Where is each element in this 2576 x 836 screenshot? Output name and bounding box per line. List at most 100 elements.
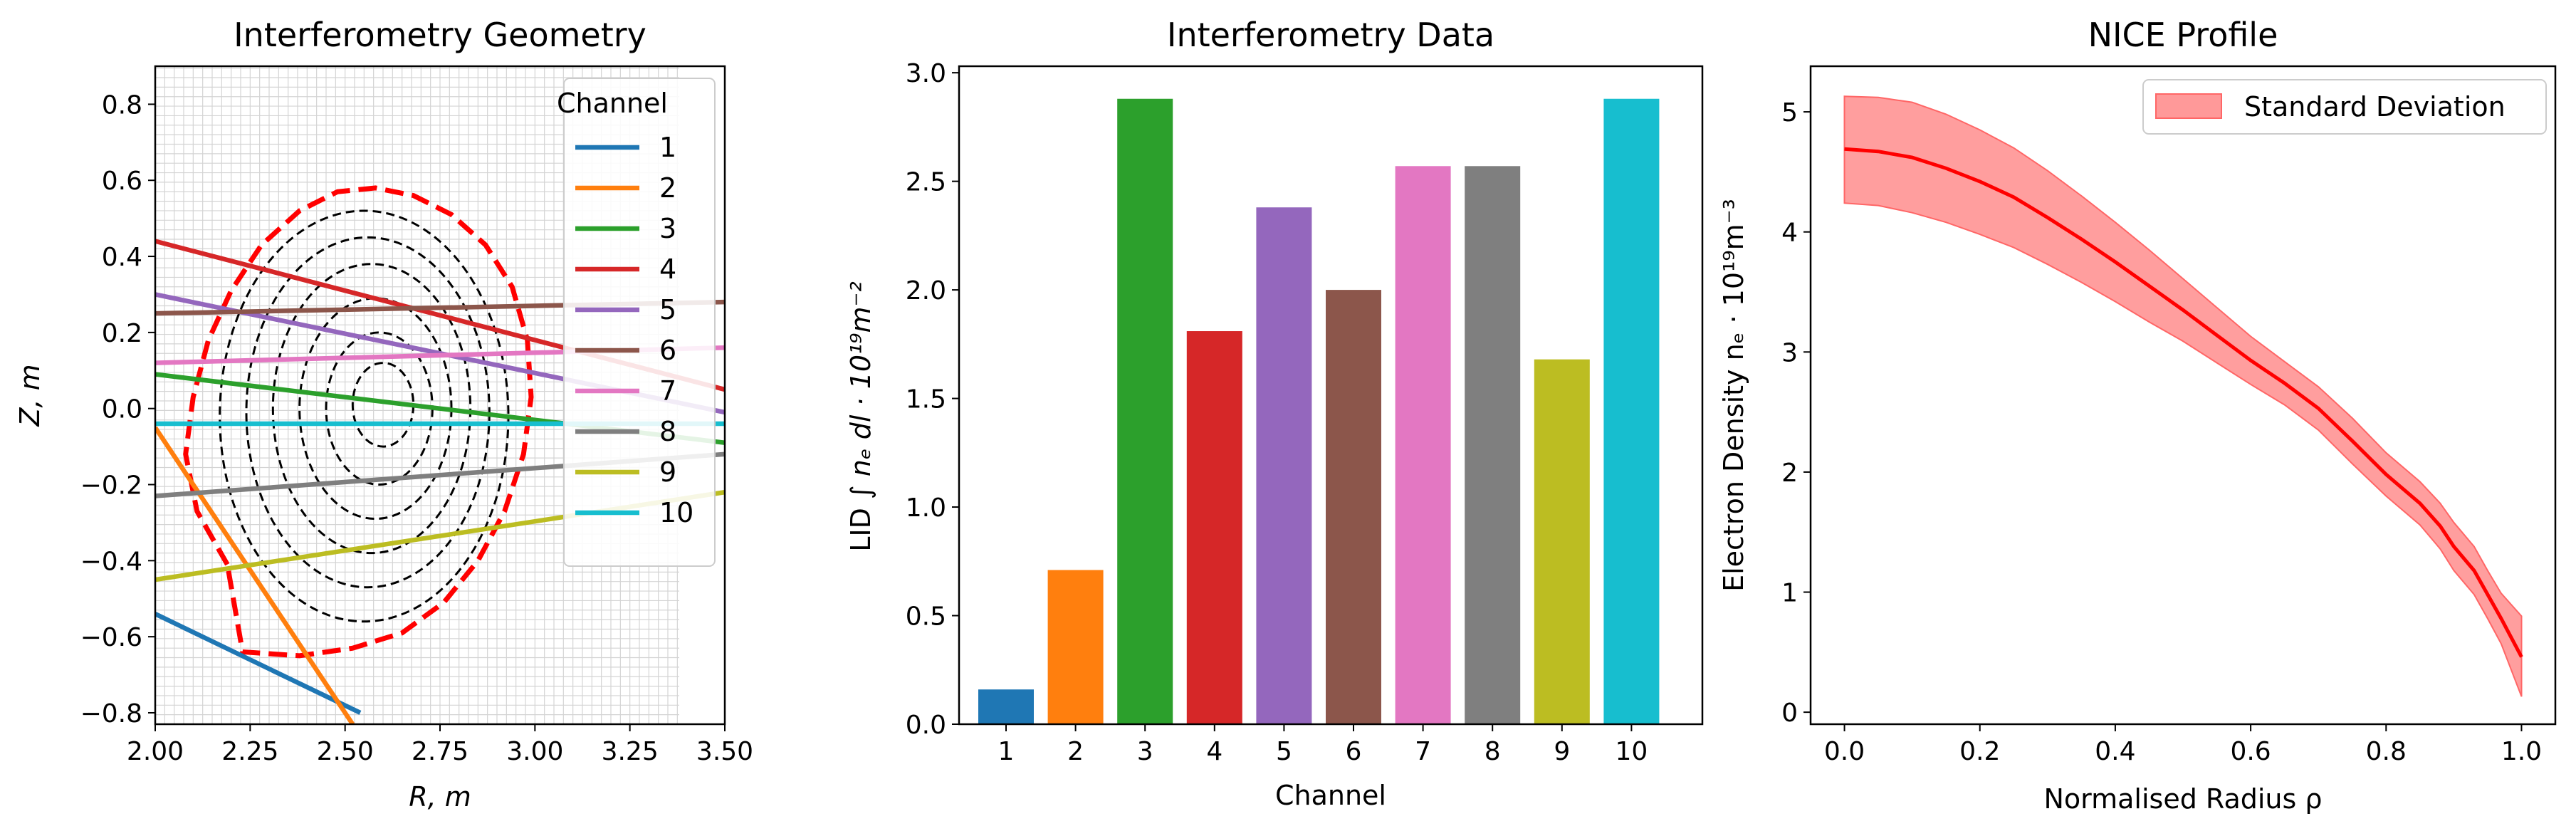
geometry-x-tick-label: 2.25 xyxy=(221,737,278,766)
geometry-y-ticks: −0.8 −0.6 −0.4 −0.2 0.0 0.2 0.4 0.6 0.8 xyxy=(80,90,155,728)
bar-channel-8 xyxy=(1465,166,1521,724)
geometry-x-tick-label: 2.75 xyxy=(412,737,468,766)
data-x-tick-label: 4 xyxy=(1206,737,1222,766)
bar-channel-4 xyxy=(1186,331,1242,724)
profile-y-tick-label: 0 xyxy=(1781,699,1798,728)
data-title: Interferometry Data xyxy=(1167,16,1494,54)
geometry-y-tick-label: −0.4 xyxy=(80,547,142,576)
legend-label-5: 5 xyxy=(659,294,676,325)
bar-channel-9 xyxy=(1534,359,1590,724)
profile-legend-swatch xyxy=(2155,93,2222,119)
data-axes-frame xyxy=(958,65,1704,726)
legend-label-6: 6 xyxy=(659,335,676,366)
profile-x-tick-label: 0.0 xyxy=(1824,737,1865,766)
geometry-x-tick-label: 2.00 xyxy=(127,737,184,766)
profile-y-label: Electron Density nₑ · 10¹⁹m⁻³ xyxy=(1718,199,1749,592)
std-band xyxy=(1843,95,2523,697)
profile-axes-frame xyxy=(1809,65,2557,726)
geometry-panel: 2.00 2.25 2.50 2.75 3.00 3.25 3.50 −0.8−0.6−0.… xyxy=(14,16,753,813)
geometry-x-ticks: 2.00 2.25 2.50 2.75 3.00 3.25 3.50 xyxy=(127,724,753,766)
bar-channel-7 xyxy=(1395,166,1451,724)
profile-x-tick-label: 1.0 xyxy=(2501,737,2542,766)
data-y-tick-label: 1.0 xyxy=(906,493,946,523)
data-x-tick-label: 3 xyxy=(1137,737,1153,766)
geometry-legend-box xyxy=(563,78,716,567)
geometry-y-tick-label: −0.8 xyxy=(80,699,142,728)
legend-label-3: 3 xyxy=(659,213,676,244)
mean-profile-line xyxy=(1844,147,2523,658)
profile-y-tick-label: 1 xyxy=(1781,579,1798,608)
profile-x-tick-label: 0.4 xyxy=(2095,737,2135,766)
geometry-legend-items: 1 2 3 4 5 6 7 8 9 10 xyxy=(575,132,693,528)
data-x-label: Channel xyxy=(1275,780,1386,811)
data-y-tick-label: 2.5 xyxy=(906,168,946,197)
profile-y-tick-label: 2 xyxy=(1781,459,1798,488)
profile-x-label: Normalised Radius ρ xyxy=(2043,783,2322,815)
legend-label-10: 10 xyxy=(659,497,693,528)
profile-legend-box xyxy=(2142,79,2547,135)
profile-title: NICE Profile xyxy=(2088,16,2278,54)
data-x-tick-label: 9 xyxy=(1554,737,1570,766)
legend-label-4: 4 xyxy=(659,254,676,285)
bar-channel-2 xyxy=(1047,570,1104,724)
data-x-tick-label: 5 xyxy=(1276,737,1292,766)
data-y-ticks: 0.0 0.5 1.0 1.5 2.0 2.5 3.0 xyxy=(906,59,959,740)
geometry-y-tick-label: 0.4 xyxy=(102,243,142,272)
legend-label-1: 1 xyxy=(659,132,676,163)
data-y-label-text: LID xyxy=(845,508,876,552)
profile-x-ticks: 0.0 0.2 0.4 0.6 0.8 1.0 xyxy=(1824,724,2542,766)
geometry-x-tick-label: 3.00 xyxy=(506,737,563,766)
profile-x-tick-label: 0.8 xyxy=(2366,737,2407,766)
separatrix-boundary xyxy=(183,185,534,659)
data-y-label-math: ∫ nₑ dl · 10¹⁹m⁻² xyxy=(845,281,876,499)
geometry-x-tick-label: 3.25 xyxy=(602,737,659,766)
bar-channel-1 xyxy=(978,689,1034,724)
geometry-x-label: R, m xyxy=(409,781,471,813)
chord-line-2 xyxy=(155,426,355,724)
geometry-title: Interferometry Geometry xyxy=(234,16,646,54)
geometry-legend: Channel 1 2 3 4 5 6 7 8 9 10 xyxy=(557,78,716,567)
data-panel: 1 2 3 4 5 6 7 8 9 10 0.0 0.5 1.0 1.5 2.0 2.5 3.0 Interf… xyxy=(845,16,1704,811)
profile-y-ticks: 0 1 2 3 4 5 xyxy=(1781,98,1811,728)
profile-legend: Standard Deviation xyxy=(2142,79,2547,135)
legend-label-7: 7 xyxy=(659,375,676,407)
geometry-y-tick-label: 0.2 xyxy=(102,319,142,348)
legend-label-9: 9 xyxy=(659,456,676,488)
geometry-grid xyxy=(155,66,679,724)
legend-label-2: 2 xyxy=(659,172,676,204)
data-x-tick-label: 6 xyxy=(1346,737,1362,766)
chord-line-1 xyxy=(155,612,362,715)
profile-y-tick-label: 4 xyxy=(1781,219,1798,248)
profile-x-tick-label: 0.6 xyxy=(2230,737,2271,766)
geometry-y-tick-label: −0.2 xyxy=(80,471,142,501)
legend-label-8: 8 xyxy=(659,416,676,447)
geometry-y-tick-label: 0.6 xyxy=(102,167,142,196)
geometry-y-tick-label: 0.0 xyxy=(102,395,142,424)
geometry-y-tick-label: 0.8 xyxy=(102,90,142,120)
data-x-ticks: 1 2 3 4 5 6 7 8 9 10 xyxy=(998,724,1648,766)
profile-x-tick-label: 0.2 xyxy=(1959,737,2000,766)
bars xyxy=(978,98,1660,725)
geometry-y-label: Z, m xyxy=(14,364,46,427)
data-x-tick-label: 1 xyxy=(998,737,1015,766)
profile-legend-label: Standard Deviation xyxy=(2244,91,2506,122)
geometry-legend-title: Channel xyxy=(557,88,668,119)
data-y-label: LID ∫ nₑ dl · 10¹⁹m⁻² xyxy=(845,281,876,552)
data-x-tick-label: 7 xyxy=(1415,737,1431,766)
bar-channel-3 xyxy=(1117,98,1173,725)
flux-surface-contour xyxy=(271,263,472,555)
data-y-tick-label: 1.5 xyxy=(906,385,946,414)
data-x-tick-label: 2 xyxy=(1067,737,1084,766)
geometry-y-tick-label: −0.6 xyxy=(80,623,142,652)
data-y-tick-label: 3.0 xyxy=(906,59,946,88)
bar-channel-10 xyxy=(1603,98,1660,725)
profile-y-tick-label: 5 xyxy=(1781,98,1798,127)
bar-channel-6 xyxy=(1326,290,1381,724)
data-y-tick-label: 0.5 xyxy=(906,602,946,632)
bar-channel-5 xyxy=(1256,207,1312,724)
profile-y-tick-label: 3 xyxy=(1781,338,1798,367)
data-y-tick-label: 0.0 xyxy=(906,711,946,740)
geometry-x-tick-label: 3.50 xyxy=(696,737,753,766)
geometry-x-tick-label: 2.50 xyxy=(317,737,374,766)
